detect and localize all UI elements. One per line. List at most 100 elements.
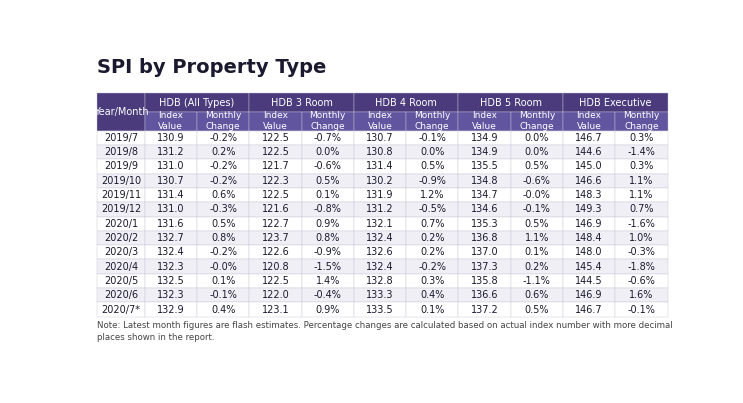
Bar [615,231,667,245]
Bar [615,274,667,288]
Bar [510,131,563,145]
Text: 130.8: 130.8 [366,147,394,157]
Bar [354,274,406,288]
Bar [563,131,615,145]
Text: 0.0%: 0.0% [525,147,549,157]
Text: 134.6: 134.6 [471,204,499,214]
Bar [354,260,406,274]
Bar [145,274,197,288]
Text: 2020/2: 2020/2 [104,233,138,243]
Bar [97,260,145,274]
Bar [563,288,615,303]
Bar [615,216,667,231]
Text: 134.9: 134.9 [471,147,499,157]
Text: 0.1%: 0.1% [420,305,444,315]
Bar [615,174,667,188]
Text: Index
Value: Index Value [368,111,392,131]
Bar [249,174,302,188]
Text: -0.3%: -0.3% [210,204,237,214]
Text: -0.1%: -0.1% [210,290,237,300]
Text: Index
Value: Index Value [158,111,184,131]
Bar [615,245,667,260]
Bar [458,216,510,231]
Bar [302,145,354,159]
Bar [197,112,249,131]
Text: -0.2%: -0.2% [209,133,237,143]
Text: 120.8: 120.8 [262,262,289,272]
Bar [563,159,615,174]
Bar [354,93,458,112]
Bar [97,93,145,131]
Text: 0.1%: 0.1% [316,190,340,200]
Text: 137.0: 137.0 [471,247,499,258]
Bar [354,202,406,216]
Text: Monthly
Change: Monthly Change [623,111,660,131]
Bar [302,131,354,145]
Text: 2019/12: 2019/12 [101,204,141,214]
Text: 132.9: 132.9 [157,305,185,315]
Text: -0.5%: -0.5% [418,204,447,214]
Text: 122.5: 122.5 [262,133,289,143]
Bar [249,112,302,131]
Bar [197,188,249,202]
Bar [249,159,302,174]
Bar [563,93,667,112]
Text: 1.1%: 1.1% [525,233,549,243]
Bar [97,174,145,188]
Text: 0.4%: 0.4% [420,290,444,300]
Text: -0.2%: -0.2% [209,247,237,258]
Bar [302,174,354,188]
Bar [406,216,458,231]
Bar [302,216,354,231]
Bar [249,188,302,202]
Bar [249,145,302,159]
Bar [249,260,302,274]
Bar [458,112,510,131]
Text: 2020/3: 2020/3 [104,247,138,258]
Bar [197,131,249,145]
Bar [249,93,354,112]
Text: -0.1%: -0.1% [628,305,655,315]
Bar [302,274,354,288]
Text: 2020/6: 2020/6 [104,290,138,300]
Bar [302,245,354,260]
Text: 132.6: 132.6 [366,247,394,258]
Text: HDB (All Types): HDB (All Types) [159,98,235,108]
Bar [302,260,354,274]
Text: -1.6%: -1.6% [628,219,655,229]
Bar [458,188,510,202]
Bar [197,245,249,260]
Bar [354,174,406,188]
Text: 0.5%: 0.5% [525,161,549,171]
Text: 2020/5: 2020/5 [104,276,138,286]
Text: 0.2%: 0.2% [525,262,549,272]
Text: 137.3: 137.3 [471,262,499,272]
Text: 148.4: 148.4 [575,233,603,243]
Bar [615,288,667,303]
Text: 122.5: 122.5 [262,147,289,157]
Text: 130.7: 130.7 [366,133,394,143]
Bar [145,245,197,260]
Text: 2019/10: 2019/10 [101,176,141,186]
Bar [406,274,458,288]
Text: -0.0%: -0.0% [523,190,551,200]
Bar [145,159,197,174]
Text: 2019/11: 2019/11 [101,190,141,200]
Text: 132.4: 132.4 [157,247,185,258]
Bar [354,245,406,260]
Text: 146.7: 146.7 [575,305,603,315]
Bar [458,274,510,288]
Bar [145,174,197,188]
Text: 0.5%: 0.5% [316,176,340,186]
Bar [249,202,302,216]
Text: -0.9%: -0.9% [418,176,447,186]
Text: 122.0: 122.0 [262,290,289,300]
Text: -0.6%: -0.6% [523,176,551,186]
Text: 131.4: 131.4 [157,190,184,200]
Text: -0.3%: -0.3% [628,247,655,258]
Text: HDB Executive: HDB Executive [579,98,652,108]
Text: 131.6: 131.6 [157,219,184,229]
Text: 0.9%: 0.9% [316,305,340,315]
Text: 0.2%: 0.2% [211,147,236,157]
Bar [302,188,354,202]
